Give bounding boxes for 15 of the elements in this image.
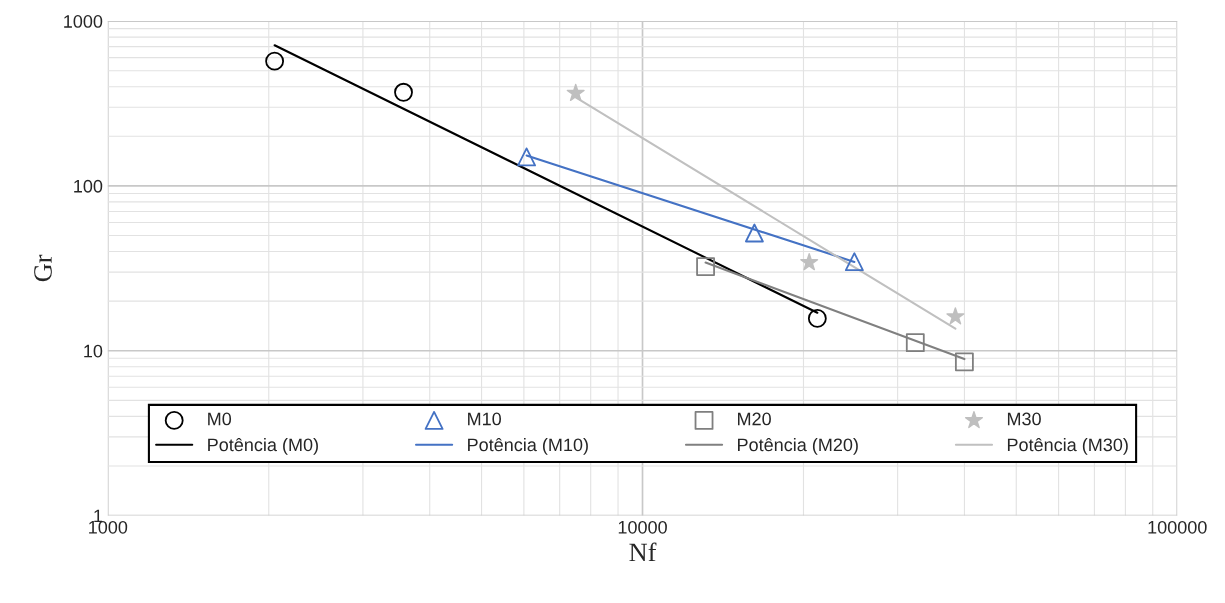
legend-label: M20	[738, 412, 771, 426]
legend-label: Potência (M0)	[208, 437, 318, 455]
y-tick-label: 10	[84, 344, 103, 358]
y-axis-title: Gr	[34, 254, 52, 282]
legend-label: Potência (M10)	[468, 437, 588, 455]
x-tick-label: 100000	[1148, 520, 1207, 534]
legend-label: M10	[468, 412, 502, 426]
x-axis-title: Nf	[629, 542, 657, 562]
legend-label: Potência (M30)	[1007, 437, 1128, 455]
y-tick-label: 1000	[64, 15, 103, 28]
legend-label: M0	[208, 412, 232, 426]
legend-label: M30	[1007, 412, 1041, 426]
legend-label: Potência (M20)	[738, 437, 858, 455]
x-tick-label: 10000	[618, 520, 667, 534]
y-tick-label: 100	[74, 179, 103, 193]
